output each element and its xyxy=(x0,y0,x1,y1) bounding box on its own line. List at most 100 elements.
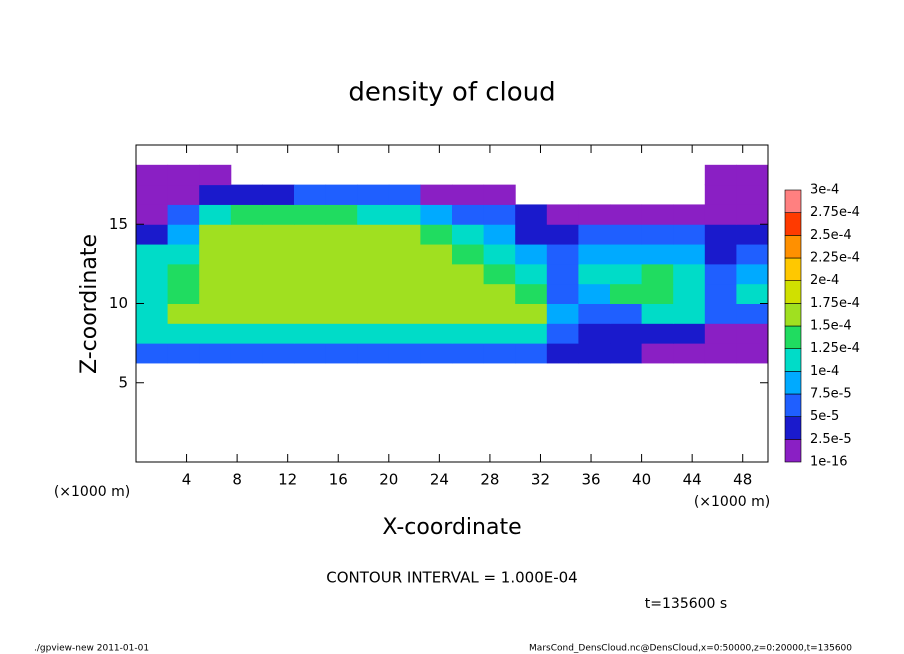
field-cell xyxy=(136,164,169,186)
field-cell xyxy=(704,263,737,285)
field-cell xyxy=(136,323,169,344)
field-cell xyxy=(325,283,358,304)
field-cell xyxy=(420,204,453,225)
colorbar-label: 7.5e-5 xyxy=(810,387,852,402)
field-cell xyxy=(420,323,453,344)
field-cell xyxy=(420,263,453,285)
field-cell xyxy=(420,283,453,304)
x-tick-label: 44 xyxy=(683,471,702,489)
field-cell xyxy=(736,244,769,265)
x-tick-label: 12 xyxy=(278,471,297,489)
x-tick-label: 32 xyxy=(531,471,550,489)
colorbar-label: 2.5e-5 xyxy=(810,432,852,447)
field-cell xyxy=(515,204,548,225)
field-cell xyxy=(294,283,327,304)
field-cell xyxy=(546,263,579,285)
plot-frame xyxy=(135,144,769,463)
x-tick-label: 4 xyxy=(182,471,192,489)
field-cell xyxy=(325,263,358,285)
field-cell xyxy=(736,323,769,344)
axes: 4 8 12 16 20 24 28 32 36 40 44 48510151e-162.5e-55e… xyxy=(109,145,860,489)
field-cell xyxy=(199,283,232,304)
field-cell xyxy=(230,204,263,225)
field-cell xyxy=(357,224,390,245)
colorbar-box xyxy=(784,416,802,440)
field-cell xyxy=(388,303,421,324)
x-unit-label: (×1000 m) xyxy=(694,494,770,510)
field-cell xyxy=(357,303,390,324)
field-cell xyxy=(515,263,548,285)
field-cell xyxy=(199,303,232,324)
x-unit-label: (×1000 m) xyxy=(54,484,130,500)
field-cell xyxy=(610,303,643,324)
colorbar-label: 1e-16 xyxy=(810,455,848,470)
field-cell xyxy=(388,244,421,265)
field-cell xyxy=(736,204,769,225)
field-cell xyxy=(262,184,295,205)
field xyxy=(136,164,769,364)
field-cell xyxy=(546,204,579,225)
field-cell xyxy=(641,204,674,225)
field-cell xyxy=(420,244,453,265)
field-cell xyxy=(388,204,421,225)
colorbar-box xyxy=(784,348,802,372)
field-cell xyxy=(230,244,263,265)
field-cell xyxy=(483,263,516,285)
x-tick-label: 20 xyxy=(379,471,398,489)
field-cell xyxy=(673,224,706,245)
field-cell xyxy=(641,263,674,285)
colorbar-box xyxy=(784,303,802,327)
field-cell xyxy=(546,244,579,265)
colorbar-label: 2.75e-4 xyxy=(810,205,860,220)
field-cell xyxy=(167,303,200,324)
field-cell xyxy=(420,343,453,364)
colorbar-label: 2e-4 xyxy=(810,273,839,288)
field-cell xyxy=(230,323,263,344)
field-cell xyxy=(452,303,485,324)
field-cell xyxy=(325,244,358,265)
field-cell xyxy=(420,224,453,245)
field-cell xyxy=(199,244,232,265)
field-cell xyxy=(167,184,200,205)
field-cell xyxy=(167,204,200,225)
field-cell xyxy=(325,303,358,324)
colorbar-box xyxy=(784,235,802,259)
field-cell xyxy=(578,244,611,265)
x-tick-label: 8 xyxy=(232,471,242,489)
field-cell xyxy=(673,283,706,304)
field-cell xyxy=(167,244,200,265)
field-cell xyxy=(452,263,485,285)
field-cell xyxy=(262,323,295,344)
x-tick-label: 16 xyxy=(329,471,348,489)
field-cell xyxy=(515,244,548,265)
field-cell xyxy=(578,224,611,245)
field-cell xyxy=(388,343,421,364)
field-cell xyxy=(199,224,232,245)
field-cell xyxy=(704,244,737,265)
field-cell xyxy=(736,263,769,285)
field-cell xyxy=(641,343,674,364)
colorbar-box xyxy=(784,439,802,463)
field-cell xyxy=(294,323,327,344)
field-cell xyxy=(420,184,453,205)
field-cell xyxy=(515,283,548,304)
field-cell xyxy=(483,224,516,245)
field-cell xyxy=(136,224,169,245)
time-note: t=135600 s xyxy=(645,596,727,612)
field-cell xyxy=(546,224,579,245)
field-cell xyxy=(736,184,769,205)
field-cell xyxy=(325,323,358,344)
field-cell xyxy=(199,164,232,186)
field-cell xyxy=(578,204,611,225)
field-cell xyxy=(546,343,579,364)
field-cell xyxy=(515,343,548,364)
field-cell xyxy=(136,184,169,205)
colorbar-label: 1e-4 xyxy=(810,364,839,379)
field-cell xyxy=(515,323,548,344)
field-cell xyxy=(136,303,169,324)
field-cell xyxy=(136,343,169,364)
field-cell xyxy=(610,323,643,344)
field-cell xyxy=(483,343,516,364)
field-cell xyxy=(136,244,169,265)
field-cell xyxy=(736,283,769,304)
